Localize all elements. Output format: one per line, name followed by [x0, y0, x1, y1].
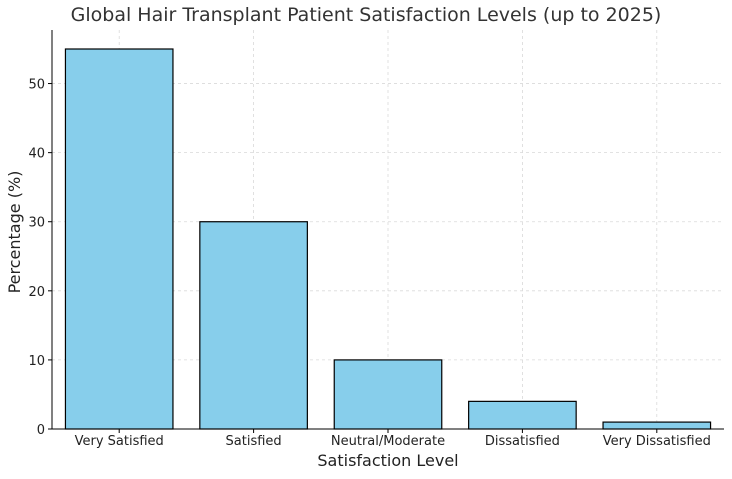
y-tick-label: 10	[28, 354, 45, 369]
y-tick-label: 30	[28, 216, 45, 231]
x-tick-label: Very Satisfied	[75, 434, 164, 449]
bar	[64, 48, 174, 430]
y-tick-label: 20	[28, 285, 45, 300]
ticks: 0 10 20 30 40 50 Very Satisfied Satisfied Neutra…	[28, 78, 710, 449]
y-axis-label: Percentage (%)	[5, 171, 24, 294]
x-tick-label: Dissatisfied	[485, 434, 560, 449]
bar	[468, 400, 577, 430]
bar	[199, 221, 308, 430]
y-tick-label: 40	[28, 147, 45, 162]
bar	[602, 421, 712, 430]
chart-title: Global Hair Transplant Patient Satisfact…	[70, 4, 662, 26]
y-tick-label: 0	[37, 423, 45, 438]
x-tick-label: Very Dissatisfied	[603, 434, 711, 449]
x-tick-label: Satisfied	[226, 434, 282, 449]
x-tick-label: Neutral/Moderate	[331, 434, 445, 449]
bars	[64, 48, 712, 430]
bar	[333, 359, 443, 430]
y-tick-label: 50	[28, 78, 45, 93]
x-axis-label: Satisfaction Level	[317, 451, 458, 470]
